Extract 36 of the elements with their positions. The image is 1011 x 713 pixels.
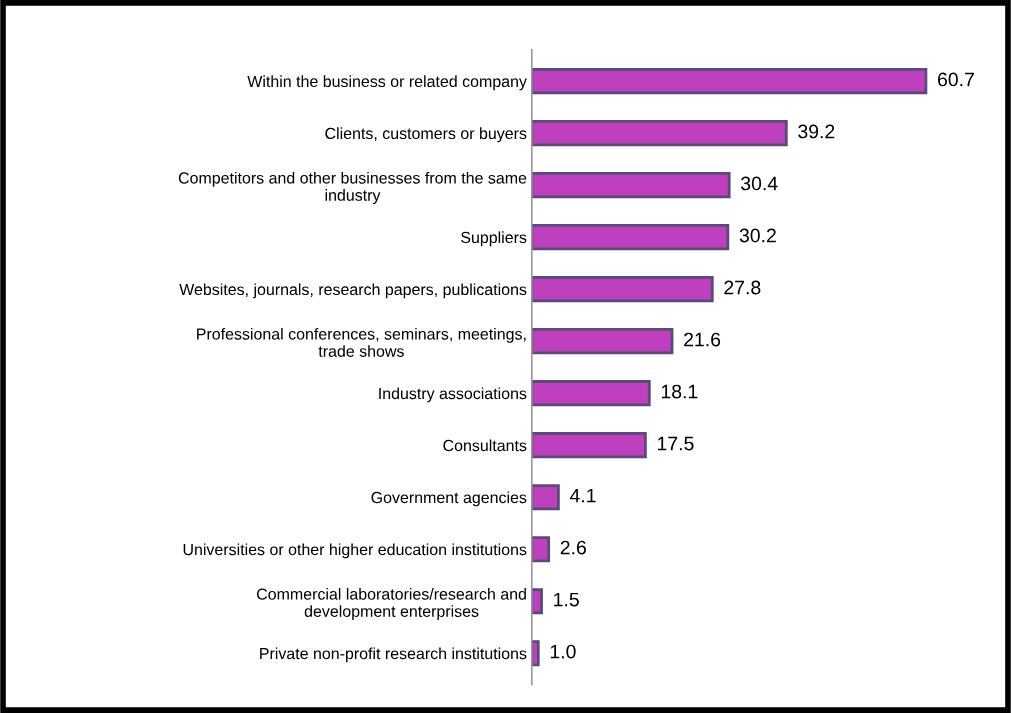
data-label: 2.6: [560, 540, 586, 555]
bar: [531, 224, 730, 251]
bar: [531, 588, 543, 615]
data-label: 4.1: [569, 488, 596, 503]
y-tick-label: Suppliers: [461, 231, 527, 247]
bar: [531, 432, 647, 459]
bar: [531, 68, 928, 95]
bar: [531, 380, 651, 407]
y-tick-label: Commercial laboratories/research and development enterprises: [257, 588, 526, 621]
bar: [531, 484, 560, 511]
bar: [531, 328, 674, 355]
y-tick-label: Consultants: [443, 439, 527, 452]
data-label: 18.1: [661, 384, 698, 399]
y-tick-label: Private non-profit research institutions: [260, 647, 527, 663]
y-tick-label: Competitors and other businesses from the same industry: [178, 171, 527, 205]
data-label: 60.7: [938, 72, 974, 87]
data-label: 30.2: [739, 228, 776, 243]
data-label: 21.6: [684, 332, 721, 347]
data-label: 1.0: [550, 644, 576, 659]
y-tick-label: Clients, customers or buyers: [325, 127, 527, 143]
data-label: 39.2: [798, 124, 835, 139]
bar: [531, 640, 540, 667]
bar: [531, 172, 731, 199]
y-tick-label: Universities or other higher education institutions: [183, 543, 527, 559]
bar: [531, 536, 551, 563]
y-tick-label: Within the business or related company: [247, 75, 527, 91]
data-label: 17.5: [658, 436, 694, 451]
y-tick-label: Professional conferences, seminars, meetings, trade shows: [197, 327, 526, 357]
y-tick-label: Websites, journals, research papers, publications: [179, 283, 527, 299]
data-label: 27.8: [724, 280, 761, 295]
data-label: 30.4: [741, 176, 778, 191]
y-tick-label: Government agencies: [371, 491, 527, 507]
bar: [531, 120, 788, 147]
y-tick-label: Industry associations: [379, 387, 527, 403]
data-label: 1.5: [554, 592, 579, 607]
bar: [531, 276, 714, 303]
